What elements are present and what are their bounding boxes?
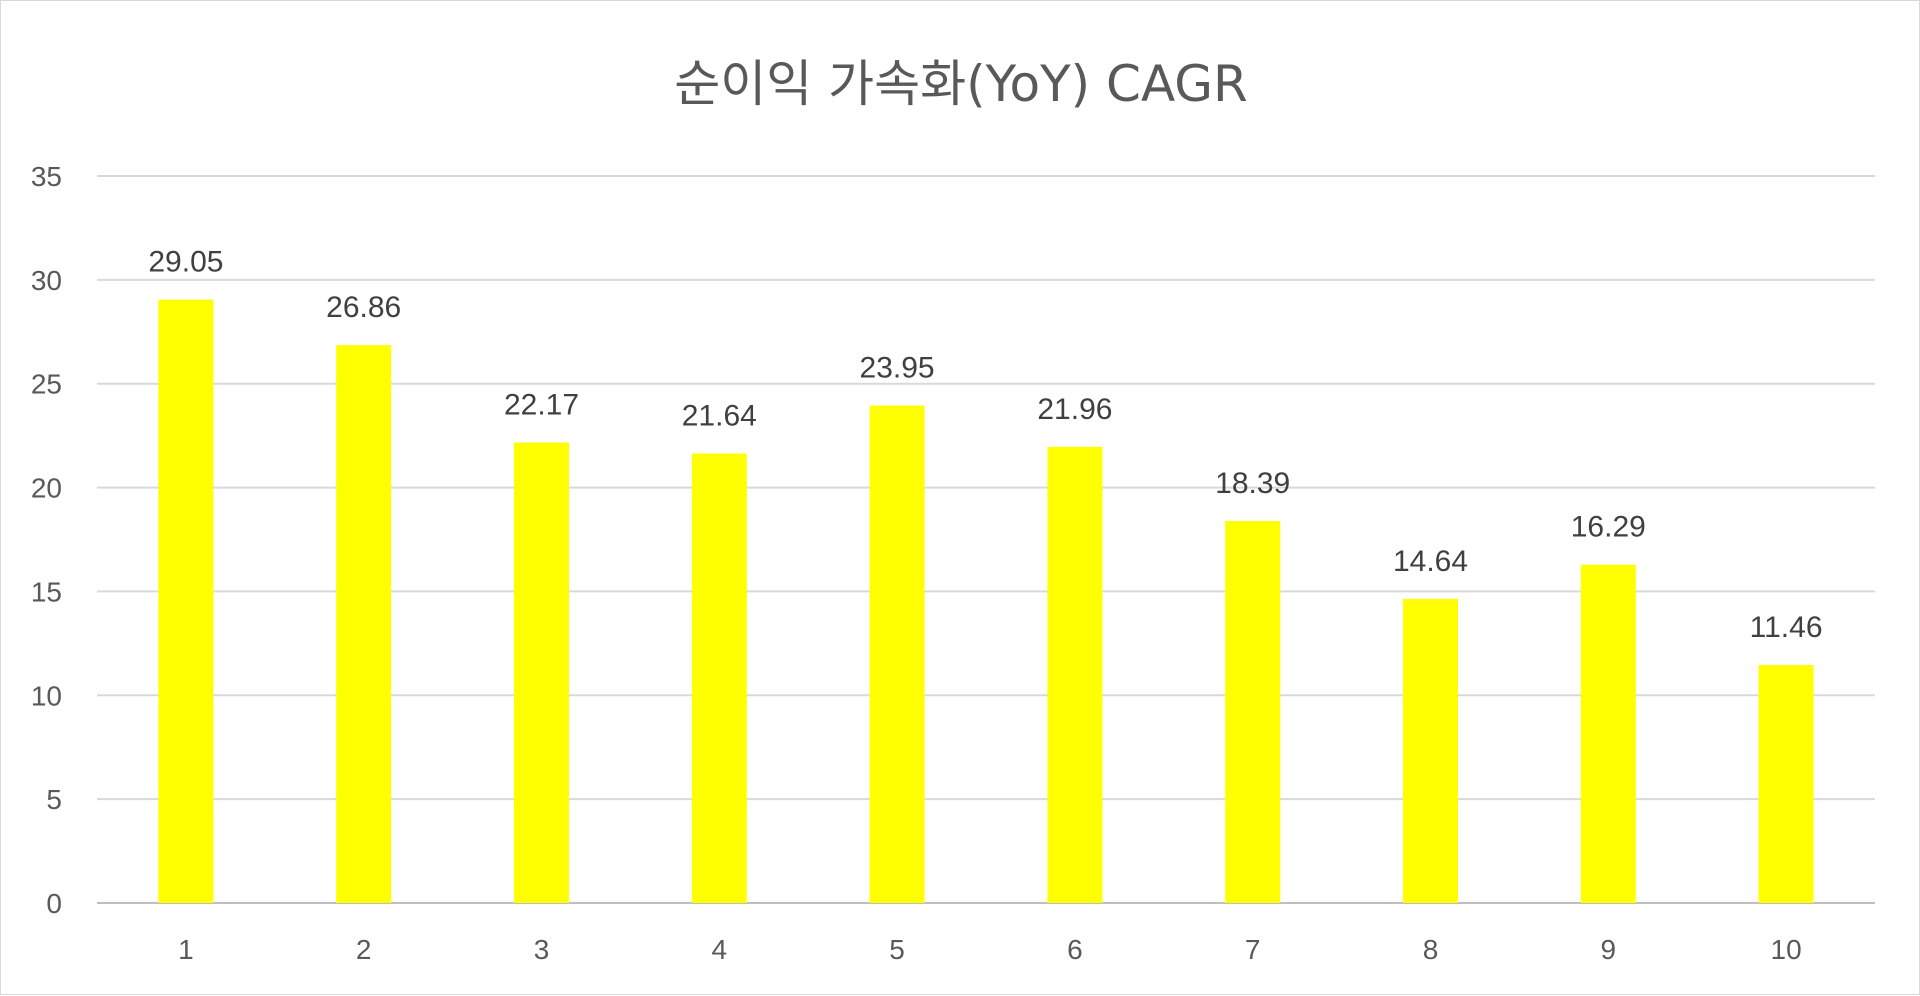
- data-labels: 29.05 26.86 22.17 21.64 23.95 21.96 18.39 14.64…: [148, 246, 1822, 644]
- data-label: 11.46: [1750, 611, 1823, 644]
- bar: [869, 405, 925, 903]
- bar: [158, 299, 214, 904]
- data-label: 23.95: [860, 352, 935, 385]
- data-label: 21.64: [682, 400, 757, 433]
- x-tick-label: 4: [712, 934, 728, 965]
- x-tick-label: 10: [1771, 934, 1802, 965]
- data-label: 16.29: [1571, 511, 1646, 544]
- y-tick-label: 25: [31, 369, 62, 400]
- data-label: 29.05: [148, 246, 223, 279]
- x-axis-ticks: 1 2 3 4 5 6 7 8 9 10: [178, 934, 1802, 965]
- bar: [1403, 598, 1458, 903]
- x-tick-label: 8: [1423, 934, 1439, 965]
- x-tick-label: 5: [889, 934, 905, 965]
- bar: [1225, 521, 1281, 903]
- data-label: 26.86: [326, 291, 401, 324]
- bars: [158, 299, 1814, 904]
- bar: [336, 345, 392, 903]
- y-tick-label: 20: [31, 473, 62, 504]
- y-tick-label: 10: [31, 680, 62, 711]
- gridlines: [97, 175, 1875, 904]
- y-tick-label: 0: [46, 888, 62, 919]
- x-tick-label: 6: [1067, 934, 1083, 965]
- y-axis-ticks: 0 5 10 15 20 25 30 35: [31, 161, 62, 919]
- bar: [691, 453, 747, 903]
- data-label: 18.39: [1215, 467, 1290, 500]
- x-tick-label: 7: [1245, 934, 1261, 965]
- bar: [514, 442, 569, 903]
- bar: [1047, 446, 1103, 903]
- x-tick-label: 3: [534, 934, 550, 965]
- chart-title: 순이익 가속화(YoY) CAGR: [674, 55, 1248, 113]
- y-tick-label: 5: [46, 784, 62, 815]
- x-tick-label: 9: [1601, 934, 1617, 965]
- y-tick-label: 35: [31, 161, 62, 192]
- y-tick-label: 15: [31, 576, 62, 607]
- data-label: 14.64: [1393, 545, 1468, 578]
- y-tick-label: 30: [31, 265, 62, 296]
- data-label: 22.17: [504, 388, 579, 421]
- x-tick-label: 1: [178, 934, 194, 965]
- x-tick-label: 2: [356, 934, 372, 965]
- bar: [1580, 564, 1636, 903]
- bar: [1758, 664, 1814, 903]
- data-label: 21.96: [1037, 393, 1112, 426]
